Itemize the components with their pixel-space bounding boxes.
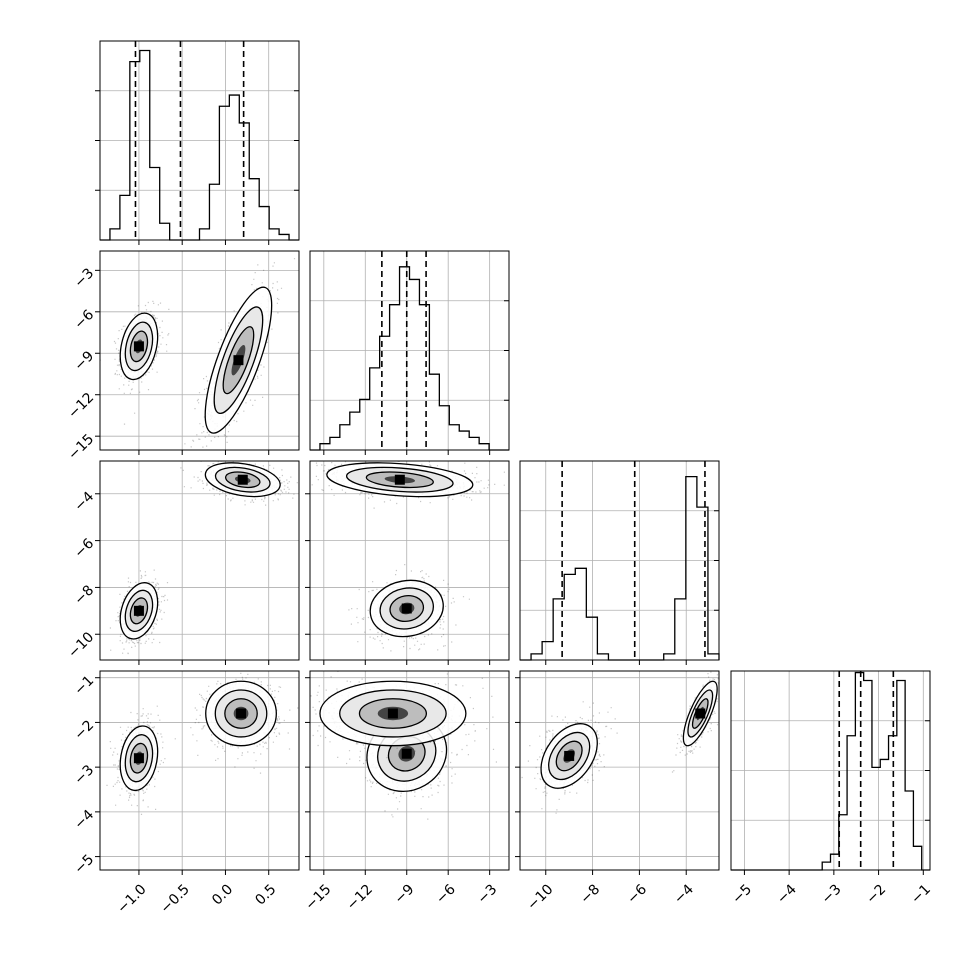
joint-0-2-ytick-label: −6 [71,536,97,562]
joint-1-3-xtick-label: −12 [344,881,376,913]
joint-2-3-frame [519,670,720,871]
joint-0-1-density [100,258,296,448]
joint-1-2-density [310,461,505,652]
joint-0-2-ytick-label: −4 [71,489,97,515]
joint-2-3-xtick-label: −8 [577,881,603,907]
joint-0-3-xtick-label: −1.0 [114,881,149,916]
histogram-3-xtick-label: −1 [908,881,934,907]
joint-0-1-peak [233,355,244,366]
joint-2-3-peak [695,708,706,719]
histogram-panel-2 [519,460,720,665]
joint-0-2-ytick-label: −10 [65,629,97,661]
joint-panel-2-3: −10 −8 −6 −4 [515,670,720,914]
joint-0-1-ytick-label: −12 [65,390,97,422]
histogram-panel-0 [95,40,300,245]
joint-0-1-ytick-label: −6 [71,307,97,333]
joint-0-3-peak [236,708,247,719]
joint-1-3-frame [309,670,510,871]
histogram-panel-1 [309,250,510,455]
histogram-3-xtick-label: −2 [863,881,889,907]
joint-1-3-peak [401,748,412,759]
joint-0-3-xtick-label: −0.5 [158,881,193,916]
joint-2-3-xtick-label: −6 [624,881,650,907]
joint-0-1-ytick-label: −15 [65,431,97,463]
joint-0-1-ytick-label: −9 [71,348,97,374]
joint-0-3-peak [133,753,144,764]
joint-2-3-density [521,671,719,814]
joint-0-3-ytick-label: −1 [71,673,97,699]
joint-0-2-density [109,461,298,655]
joint-2-3-xtick-label: −4 [671,881,697,907]
histogram-1-step [310,266,509,451]
joint-0-1-frame [99,250,300,451]
joint-1-3-xtick-label: −15 [302,881,334,913]
histogram-0-frame [99,40,300,241]
joint-0-2-frame [99,460,300,661]
histogram-1-frame [309,250,510,451]
joint-0-3-ytick-label: −4 [71,807,97,833]
histogram-3-xtick-label: −5 [729,881,755,907]
joint-0-3-density [106,672,299,815]
histogram-3-frame [730,670,931,871]
joint-1-3-density [310,671,497,820]
joint-0-3-xtick-label: 0.5 [252,881,279,908]
joint-2-3-xtick-label: −10 [524,881,556,913]
histogram-3-xtick-label: −3 [819,881,845,907]
histogram-0-step [100,49,299,241]
joint-1-3-xtick-label: −3 [474,881,500,907]
joint-0-3-ytick-label: −5 [71,852,97,878]
histogram-3-step [731,671,930,871]
joint-1-3-xtick-label: −9 [392,881,418,907]
joint-0-1-peak [133,341,144,352]
joint-0-3-xtick-label: 0.0 [209,881,236,908]
histogram-2-step [520,475,720,661]
joint-panel-1-3: −15 −12 −9 −6 −3 [302,670,510,914]
joint-panel-0-3: −1.0 −0.5 0.0 0.5 −5 −4 −3 −2 −1 [71,670,300,917]
joint-0-2-peak [237,474,248,485]
joint-1-2-frame [309,460,510,661]
joint-panel-1-2 [305,460,510,665]
joint-1-3-xtick-label: −6 [433,881,459,907]
joint-panel-0-2: −10 −8 −6 −4 [65,460,300,665]
joint-0-3-scatter-points [174,672,299,774]
joint-0-3-ytick-label: −2 [71,717,97,743]
joint-0-2-peak [133,605,144,616]
joint-0-2-ytick-label: −8 [71,582,97,608]
joint-2-3-peak [564,750,575,761]
joint-1-3-peak [387,708,398,719]
joint-1-2-peak [401,603,412,614]
joint-panel-0-1: −15 −12 −9 −6 −3 [65,250,300,463]
histogram-3-xtick-label: −4 [774,881,800,907]
joint-1-2-peak [394,474,405,485]
histogram-panel-3: −5 −4 −3 −2 −1 [729,670,934,907]
joint-0-1-ytick-label: −3 [71,265,97,291]
histogram-2-frame [519,460,720,661]
joint-0-3-frame [99,670,300,871]
joint-0-3-ytick-label: −3 [71,762,97,788]
